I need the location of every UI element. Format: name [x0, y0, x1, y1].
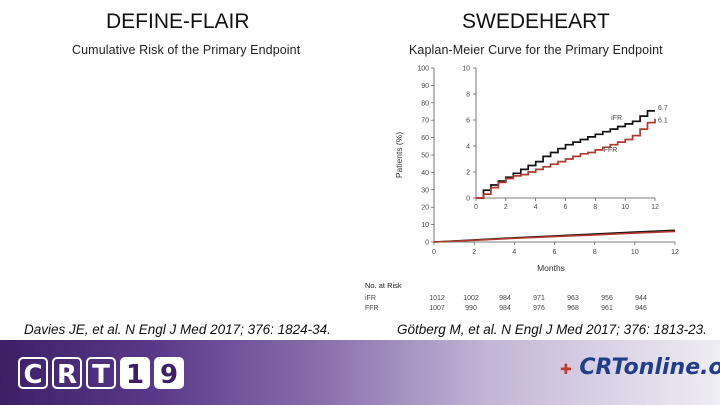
risk-cell: 984 [499, 295, 511, 302]
risk-cell: 968 [567, 305, 579, 312]
inset-x-tick-label: 0 [474, 204, 478, 211]
risk-cell: 956 [601, 295, 613, 302]
main-y-tick-label: 20 [421, 205, 429, 212]
inset-series-label-ifr: iFR [611, 115, 622, 122]
risk-row-label-ifr: iFR [365, 295, 376, 302]
risk-cell: 963 [567, 295, 579, 302]
inset-y-tick-label: 2 [466, 170, 470, 177]
main-y-tick-label: 90 [421, 83, 429, 90]
inset-end-label-ffr: 6.1 [658, 118, 668, 125]
define-flair-subtitle: Cumulative Risk of the Primary Endpoint [72, 43, 301, 57]
swedeheart-citation: Götberg M, et al. N Engl J Med 2017; 376… [397, 322, 707, 337]
inset-y-tick-label: 0 [466, 196, 470, 203]
inset-y-tick-label: 4 [466, 144, 470, 151]
logo-letter-t: T [86, 357, 116, 390]
crtonline-text: CRTonline.org [579, 355, 720, 380]
crtonline-logo: ✚ CRTonline.org [560, 355, 720, 380]
main-x-tick-label: 2 [472, 249, 476, 256]
inset-series-ifr [476, 110, 655, 199]
risk-table-title: No. at Risk [365, 281, 402, 290]
main-x-tick-label: 10 [631, 249, 639, 256]
logo-digit-1: 1 [120, 357, 150, 390]
main-x-tick-label: 0 [432, 249, 436, 256]
main-y-tick-label: 40 [421, 170, 429, 177]
risk-row-label-ffr: FFR [365, 305, 379, 312]
define-flair-citation: Davies JE, et al. N Engl J Med 2017; 376… [24, 322, 331, 337]
inset-x-tick-label: 4 [534, 204, 538, 211]
main-y-tick-label: 100 [417, 66, 429, 73]
inset-y-tick-label: 8 [466, 92, 470, 99]
main-y-tick-label: 70 [421, 118, 429, 125]
risk-cell: 1012 [429, 295, 445, 302]
inset-x-tick-label: 12 [651, 204, 659, 211]
risk-cell: 944 [635, 295, 647, 302]
main-y-tick-label: 10 [421, 222, 429, 229]
crtonline-cross-icon: ✚ [560, 362, 572, 378]
main-x-tick-label: 8 [593, 249, 597, 256]
inset-end-label-ifr: 6.7 [658, 105, 668, 112]
logo-letter-r: R [52, 357, 82, 390]
inset-x-tick-label: 2 [504, 204, 508, 211]
main-y-tick-label: 80 [421, 100, 429, 107]
main-x-tick-label: 6 [553, 249, 557, 256]
main-y-tick-label: 30 [421, 187, 429, 194]
risk-cell: 984 [499, 305, 511, 312]
risk-cell: 990 [465, 305, 477, 312]
main-y-tick-label: 50 [421, 153, 429, 160]
inset-y-tick-label: 10 [462, 66, 470, 73]
x-axis-label: Months [537, 263, 565, 273]
main-series-ffr [433, 230, 676, 243]
risk-cell: 1007 [429, 305, 445, 312]
risk-cell: 946 [635, 305, 647, 312]
main-y-tick-label: 60 [421, 135, 429, 142]
risk-cell: 961 [601, 305, 613, 312]
y-axis-label: Patients (%) [394, 132, 404, 178]
logo-digit-9: 9 [154, 357, 184, 390]
swedeheart-subtitle: Kaplan-Meier Curve for the Primary Endpo… [409, 43, 663, 57]
main-y-tick-label: 0 [425, 240, 429, 247]
footer-banner: C R T 1 9 ✚ CRTonline.org [0, 340, 720, 405]
inset-series-label-ffr: FFR [604, 147, 618, 154]
main-x-tick-label: 12 [671, 249, 679, 256]
main-x-tick-label: 4 [512, 249, 516, 256]
inset-x-tick-label: 6 [564, 204, 568, 211]
logo-letter-c: C [18, 357, 48, 390]
inset-series-ffr [476, 118, 656, 199]
define-flair-title: DEFINE-FLAIR [106, 10, 250, 33]
risk-cell: 1002 [463, 295, 479, 302]
inset-x-tick-label: 8 [593, 204, 597, 211]
inset-y-tick-label: 6 [466, 118, 470, 125]
swedeheart-title: SWEDEHEART [462, 10, 610, 33]
risk-cell: 971 [533, 295, 545, 302]
inset-x-tick-label: 10 [621, 204, 629, 211]
risk-cell: 976 [533, 305, 545, 312]
